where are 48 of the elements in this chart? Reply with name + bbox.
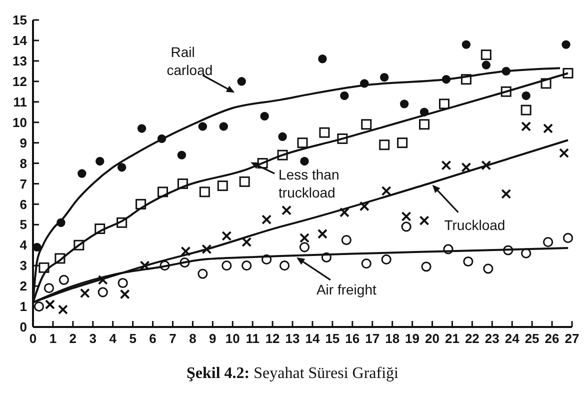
text: Rail carload xyxy=(166,44,213,78)
y-tick-label: 8 xyxy=(20,156,27,171)
x-tick-label: 25 xyxy=(524,331,540,346)
legend-label: Air freight xyxy=(316,281,376,298)
x-tick-label: 10 xyxy=(225,331,240,346)
y-tick-label: 14 xyxy=(12,33,28,48)
y-tick-label: 10 xyxy=(12,114,27,130)
x-tick-label: 3 xyxy=(89,331,97,346)
x-tick-label: 21 xyxy=(444,331,460,346)
x-tick-label: 13 xyxy=(285,331,300,346)
x-tick-label: 2 xyxy=(69,331,77,346)
y-tick-label: 1 xyxy=(20,299,27,314)
series-label: Less than truckload xyxy=(278,166,340,201)
x-tick-label: 23 xyxy=(484,331,500,346)
y-tick-label: 9 xyxy=(20,135,27,150)
x-tick-label: 9 xyxy=(209,331,216,346)
y-tick-label: 7 xyxy=(20,176,27,192)
legend-label: Truckload xyxy=(444,216,506,233)
x-tick-label: 19 xyxy=(405,331,420,346)
x-tick-label: 16 xyxy=(345,331,360,346)
y-tick-label: 11 xyxy=(13,94,27,110)
x-tick-label: 20 xyxy=(425,331,440,346)
y-tick-label: 15 xyxy=(12,12,27,28)
x-tick-label: 8 xyxy=(189,331,196,346)
x-tick-label: 24 xyxy=(504,331,520,346)
x-tick-label: 15 xyxy=(325,331,340,346)
y-tick-label: 4 xyxy=(20,238,28,253)
y-tick-label: 3 xyxy=(20,258,27,274)
x-tick-label: 18 xyxy=(385,331,400,346)
y-tick-label: 0 xyxy=(20,320,27,335)
x-tick-label: 6 xyxy=(149,331,156,346)
y-tick-label: 12 xyxy=(12,74,27,89)
x-tick-label: 1 xyxy=(49,331,57,346)
text: Şekil 4.2: Seyahat Süresi Grafiği xyxy=(186,365,400,382)
x-tick-label: 27 xyxy=(564,331,580,346)
y-tick-label: 13 xyxy=(12,53,27,68)
y-tick-label: 6 xyxy=(20,196,27,212)
y-tick-label: 2 xyxy=(20,278,27,294)
x-tick-label: 14 xyxy=(305,331,320,346)
x-tick-label: 7 xyxy=(169,331,176,346)
y-tick-label: 5 xyxy=(20,217,27,232)
x-tick-label: 17 xyxy=(365,331,380,346)
x-tick-label: 11 xyxy=(246,331,260,346)
x-tick-label: 22 xyxy=(464,331,480,346)
x-tick-label: 4 xyxy=(109,331,118,346)
x-tick-label: 12 xyxy=(265,331,280,346)
x-tick-label: 26 xyxy=(544,331,560,346)
x-tick-label: 5 xyxy=(129,331,136,346)
